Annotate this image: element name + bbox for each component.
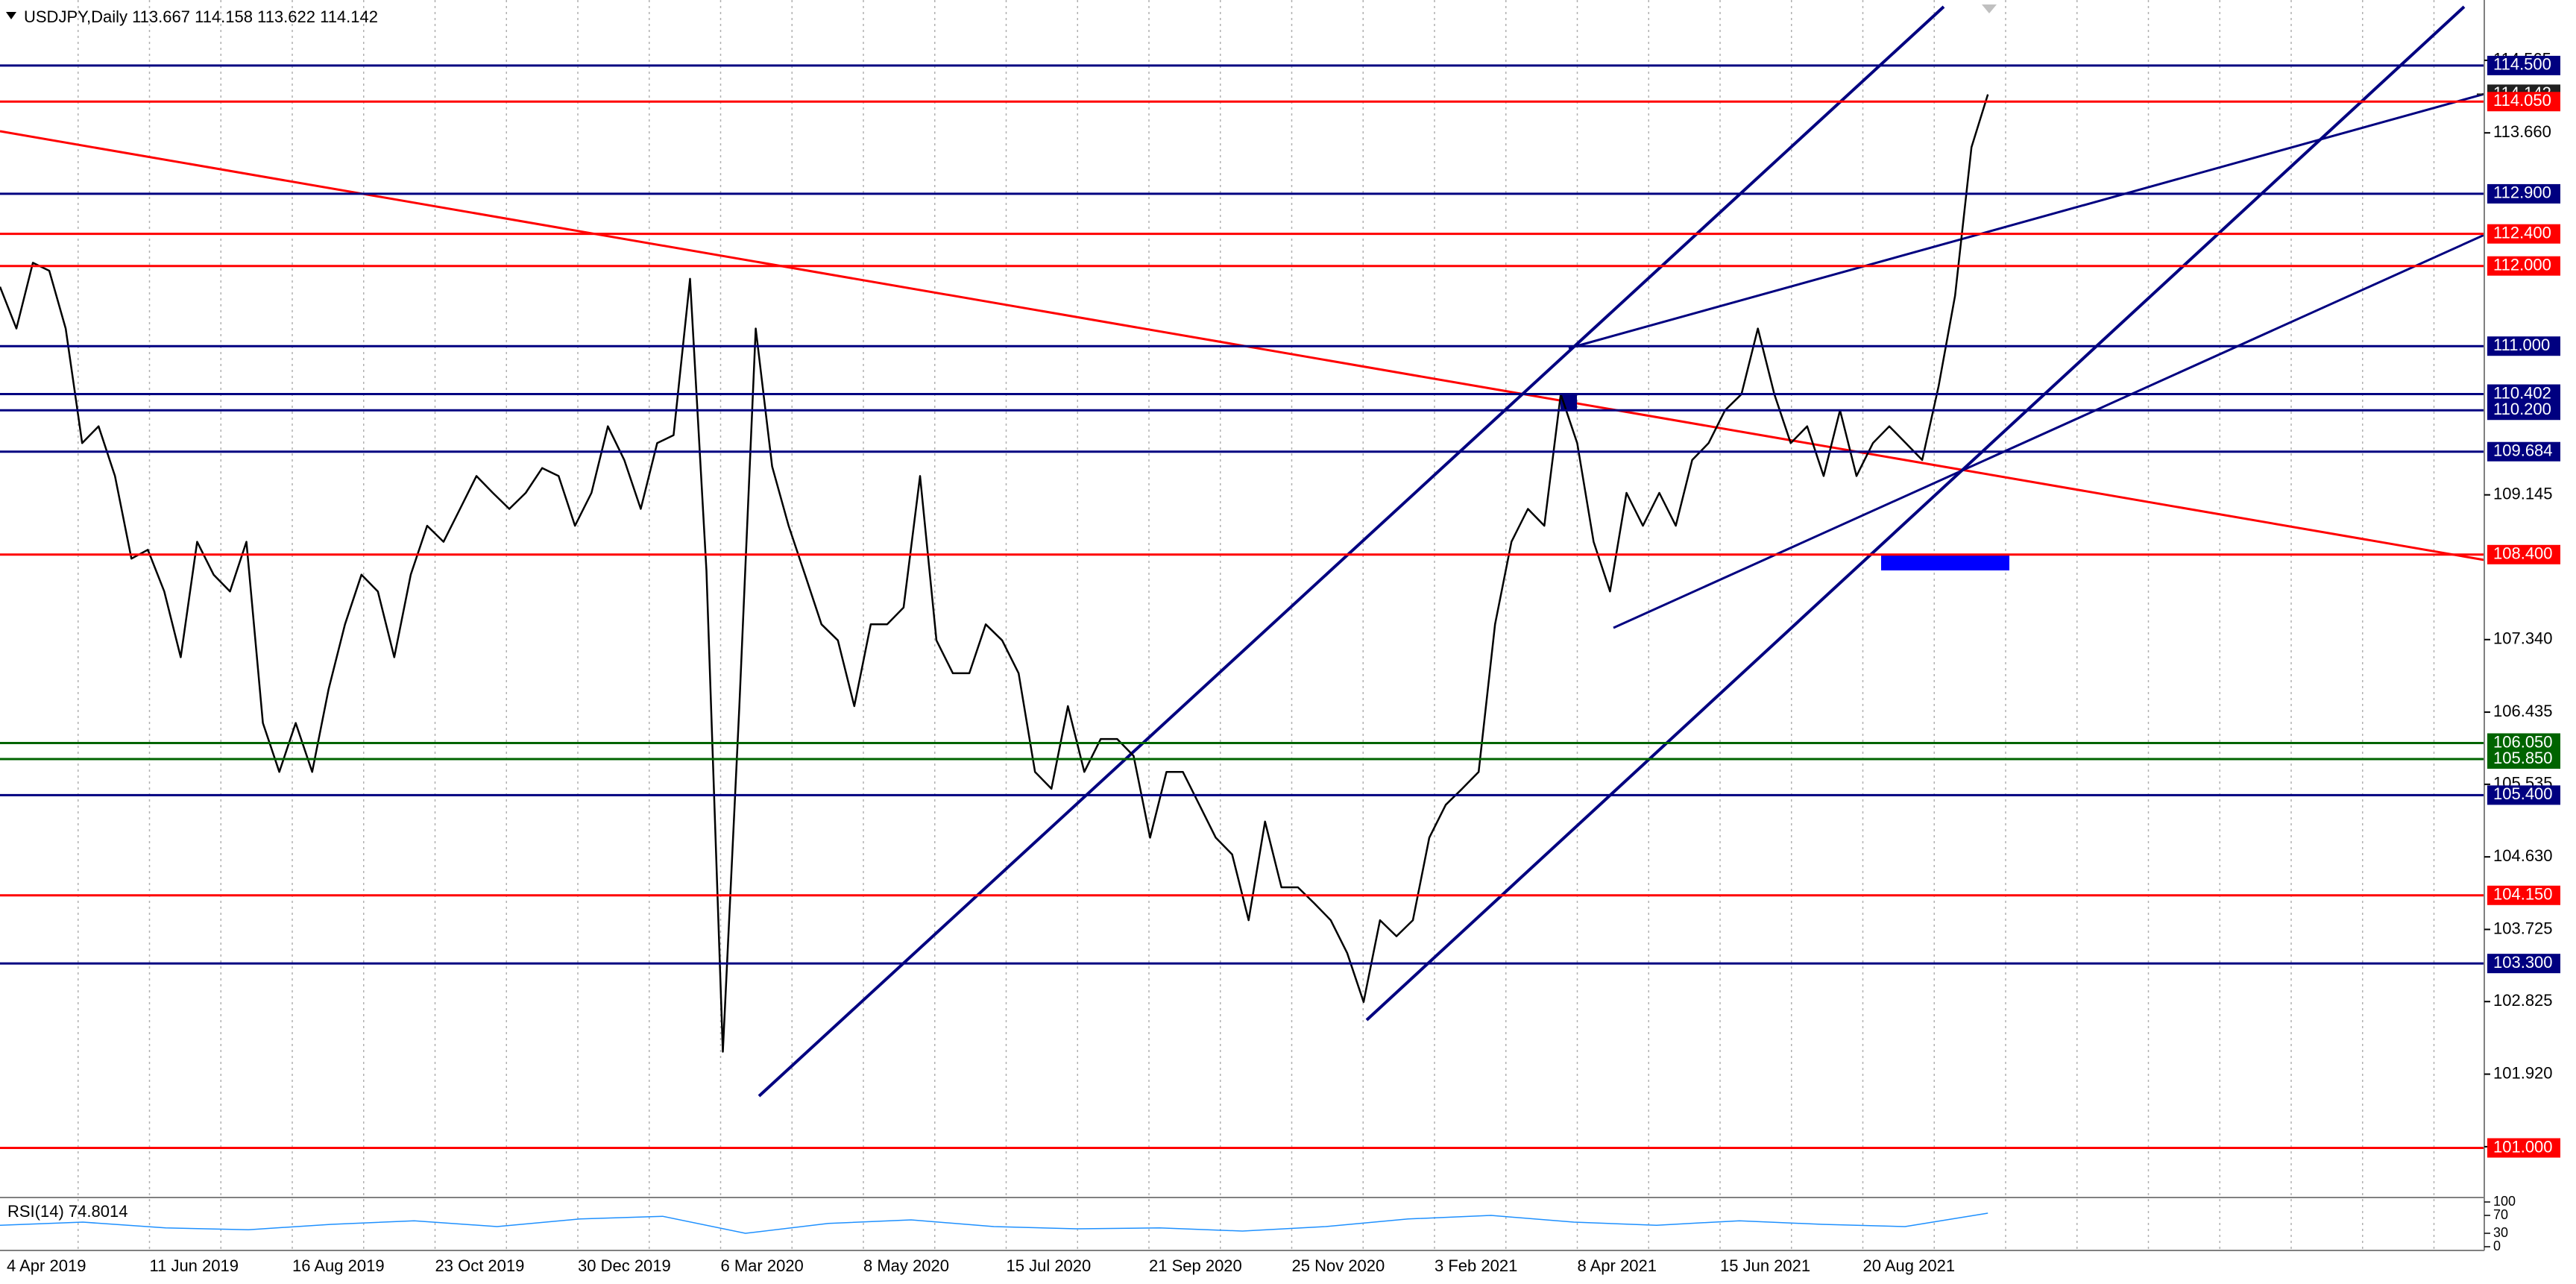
level-label-box	[2487, 885, 2560, 905]
x-tick-label: 23 Oct 2019	[435, 1256, 525, 1275]
level-label-box	[2487, 55, 2560, 75]
level-label-box	[2487, 224, 2560, 244]
price-line	[0, 94, 1989, 1053]
level-label-box	[2487, 749, 2560, 769]
level-label-box	[2487, 544, 2560, 564]
level-label: 103.300	[2493, 953, 2553, 972]
level-label: 111.000	[2493, 336, 2550, 354]
level-label: 105.850	[2493, 749, 2553, 767]
level-label: 114.050	[2493, 91, 2551, 110]
menu-arrow	[6, 12, 16, 19]
x-tick-label: 15 Jul 2020	[1007, 1256, 1092, 1275]
y-tick-label: 103.725	[2493, 919, 2553, 937]
wedge-line	[1568, 92, 2485, 350]
x-tick-label: 3 Feb 2021	[1435, 1256, 1517, 1275]
x-tick-label: 6 Mar 2020	[721, 1256, 804, 1275]
level-label-box	[2487, 400, 2560, 421]
level-label: 110.200	[2493, 400, 2551, 418]
x-tick-label: 4 Apr 2019	[7, 1256, 86, 1275]
level-label-box	[2487, 256, 2560, 276]
y-tick-label: 101.920	[2493, 1063, 2553, 1082]
rsi-tick-label: 70	[2493, 1207, 2508, 1222]
level-label-box	[2487, 336, 2560, 356]
plot-layer	[0, 64, 2484, 1234]
level-label: 112.000	[2493, 256, 2551, 274]
x-tick-label: 8 May 2020	[863, 1256, 949, 1275]
y-tick-label: 104.630	[2493, 846, 2553, 865]
level-label-box	[2487, 1138, 2560, 1158]
channel-line	[758, 5, 1945, 1098]
level-label: 110.402	[2493, 383, 2551, 402]
x-tick-label: 11 Jun 2019	[150, 1256, 239, 1275]
level-label: 108.400	[2493, 544, 2553, 563]
level-label: 104.150	[2493, 885, 2553, 904]
rsi-tick-label: 30	[2493, 1225, 2508, 1240]
x-tick-label: 21 Sep 2020	[1149, 1256, 1242, 1275]
level-label: 112.400	[2493, 223, 2551, 242]
x-tick-label: 16 Aug 2019	[292, 1256, 385, 1275]
price-line	[0, 1212, 1988, 1234]
level-label: 114.500	[2493, 55, 2551, 74]
chart-title: USDJPY,Daily 113.667 114.158 113.622 114…	[24, 7, 378, 26]
level-label-box	[2487, 441, 2560, 462]
x-tick-label: 25 Nov 2020	[1292, 1256, 1385, 1275]
x-tick-label: 15 Jun 2021	[1720, 1256, 1810, 1275]
level-label: 106.050	[2493, 732, 2553, 751]
level-label: 101.000	[2493, 1137, 2553, 1156]
wedge-line	[1613, 233, 2485, 629]
level-label: 112.900	[2493, 183, 2551, 202]
y-tick-label: 106.435	[2493, 702, 2553, 720]
channel-line	[1365, 5, 2466, 1022]
x-tick-label: 8 Apr 2021	[1578, 1256, 1657, 1275]
y-tick-label: 107.340	[2493, 629, 2553, 648]
shift-marker	[1982, 4, 1997, 13]
level-label-box	[2487, 785, 2560, 805]
y-tick-label: 102.825	[2493, 991, 2553, 1010]
indicator-title: RSI(14) 74.8014	[7, 1202, 127, 1221]
level-label: 109.684	[2493, 441, 2553, 460]
rsi-tick-label: 0	[2493, 1239, 2501, 1253]
level-label-box	[2487, 384, 2560, 404]
level-label-box	[2487, 183, 2560, 204]
y-tick-label: 109.145	[2493, 484, 2553, 503]
level-label: 105.400	[2493, 784, 2553, 803]
level-label-box	[2487, 92, 2560, 112]
level-label-box	[2487, 954, 2560, 974]
x-tick-label: 20 Aug 2021	[1863, 1256, 1956, 1275]
x-tick-label: 30 Dec 2019	[578, 1256, 671, 1275]
zone-box	[1881, 556, 2009, 570]
y-tick-label: 113.660	[2493, 122, 2551, 141]
rsi-tick-label: 100	[2493, 1194, 2516, 1209]
